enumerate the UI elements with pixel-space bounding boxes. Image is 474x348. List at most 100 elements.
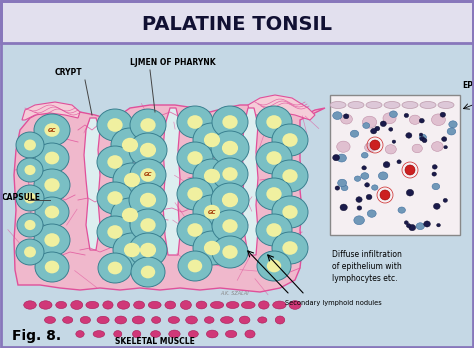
Ellipse shape <box>267 260 281 272</box>
Ellipse shape <box>124 173 140 187</box>
Ellipse shape <box>210 301 224 309</box>
Ellipse shape <box>283 241 298 255</box>
Ellipse shape <box>409 224 416 231</box>
Text: SKELETAL MUSCLE: SKELETAL MUSCLE <box>115 337 195 346</box>
Ellipse shape <box>107 155 123 169</box>
Polygon shape <box>84 118 100 250</box>
Ellipse shape <box>204 169 220 183</box>
Ellipse shape <box>357 206 362 210</box>
Ellipse shape <box>107 191 123 205</box>
Ellipse shape <box>140 118 155 132</box>
Ellipse shape <box>187 223 203 237</box>
Ellipse shape <box>361 173 369 179</box>
Ellipse shape <box>35 143 69 173</box>
Ellipse shape <box>412 144 422 153</box>
Ellipse shape <box>122 138 138 152</box>
Ellipse shape <box>140 218 155 232</box>
Circle shape <box>380 190 390 200</box>
Ellipse shape <box>222 219 237 233</box>
Ellipse shape <box>256 106 292 138</box>
Text: CRYPT: CRYPT <box>55 68 82 77</box>
Ellipse shape <box>256 142 292 174</box>
Ellipse shape <box>406 133 412 138</box>
Ellipse shape <box>380 121 386 127</box>
Ellipse shape <box>34 224 70 256</box>
Ellipse shape <box>410 115 420 124</box>
Ellipse shape <box>80 316 91 324</box>
Ellipse shape <box>97 146 133 178</box>
Ellipse shape <box>390 111 397 118</box>
Ellipse shape <box>16 132 44 158</box>
Ellipse shape <box>204 205 220 219</box>
Ellipse shape <box>212 236 248 268</box>
Ellipse shape <box>196 301 207 309</box>
Ellipse shape <box>283 133 298 147</box>
Ellipse shape <box>193 195 231 229</box>
Ellipse shape <box>444 145 447 149</box>
Ellipse shape <box>362 166 366 170</box>
Ellipse shape <box>141 266 155 278</box>
Ellipse shape <box>16 239 44 265</box>
Ellipse shape <box>193 123 231 157</box>
Ellipse shape <box>24 246 36 258</box>
Ellipse shape <box>432 172 437 176</box>
Ellipse shape <box>366 102 382 109</box>
Ellipse shape <box>45 178 60 192</box>
Ellipse shape <box>204 317 214 323</box>
Polygon shape <box>248 95 315 120</box>
Ellipse shape <box>17 158 43 182</box>
FancyBboxPatch shape <box>330 95 460 235</box>
Ellipse shape <box>333 112 342 119</box>
Ellipse shape <box>222 245 237 259</box>
Ellipse shape <box>420 136 425 141</box>
Ellipse shape <box>375 126 380 131</box>
Ellipse shape <box>366 195 372 200</box>
Ellipse shape <box>187 151 203 165</box>
Ellipse shape <box>272 160 308 192</box>
Ellipse shape <box>383 161 390 168</box>
Ellipse shape <box>272 196 308 228</box>
Ellipse shape <box>16 185 44 211</box>
Polygon shape <box>242 108 258 255</box>
Ellipse shape <box>419 118 424 123</box>
Ellipse shape <box>402 102 418 109</box>
Ellipse shape <box>389 127 393 131</box>
Ellipse shape <box>385 145 396 154</box>
Ellipse shape <box>111 198 149 232</box>
Text: GC: GC <box>48 127 56 133</box>
Ellipse shape <box>355 176 361 181</box>
Ellipse shape <box>226 330 237 338</box>
Ellipse shape <box>124 243 140 257</box>
Ellipse shape <box>365 183 370 187</box>
Ellipse shape <box>45 206 59 219</box>
Ellipse shape <box>39 301 52 309</box>
Ellipse shape <box>256 178 292 210</box>
Ellipse shape <box>187 187 203 201</box>
Ellipse shape <box>93 331 105 337</box>
Ellipse shape <box>383 113 396 124</box>
Ellipse shape <box>168 317 180 323</box>
Ellipse shape <box>24 192 36 204</box>
Ellipse shape <box>177 142 213 174</box>
Text: LJMEN OF PHARYNK: LJMEN OF PHARYNK <box>130 58 216 67</box>
Ellipse shape <box>256 214 292 246</box>
Ellipse shape <box>132 316 145 324</box>
Ellipse shape <box>266 187 282 201</box>
Polygon shape <box>14 105 325 292</box>
Ellipse shape <box>404 113 409 118</box>
Ellipse shape <box>333 155 339 161</box>
Ellipse shape <box>169 330 180 338</box>
Ellipse shape <box>131 257 165 287</box>
Ellipse shape <box>130 109 166 141</box>
Ellipse shape <box>406 224 411 228</box>
Ellipse shape <box>212 158 248 190</box>
Ellipse shape <box>181 301 191 309</box>
Ellipse shape <box>443 198 447 202</box>
Ellipse shape <box>193 159 231 193</box>
Ellipse shape <box>25 165 36 175</box>
Ellipse shape <box>25 220 36 230</box>
Ellipse shape <box>222 141 238 155</box>
Ellipse shape <box>283 169 298 183</box>
Ellipse shape <box>220 317 233 323</box>
Text: Fig. 8.: Fig. 8. <box>12 329 61 343</box>
